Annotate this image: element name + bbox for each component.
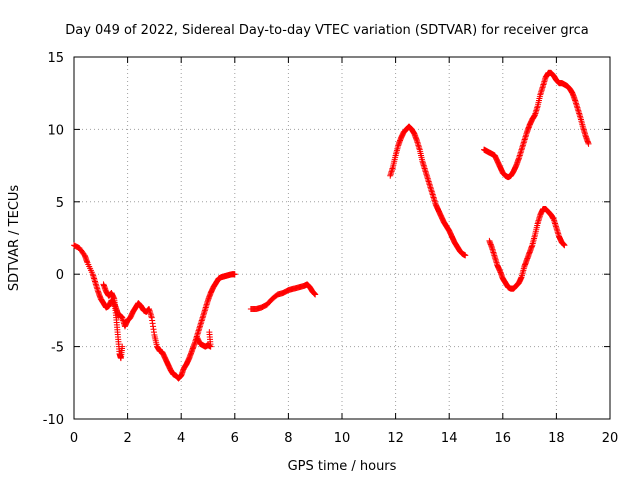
x-tick-label: 10: [334, 431, 351, 446]
x-tick-label: 20: [602, 431, 619, 446]
data-point: [312, 291, 319, 298]
y-tick-label: -5: [51, 341, 64, 356]
data-point: [585, 140, 592, 147]
series-arc-4b: [486, 206, 568, 292]
series-arc-4a: [481, 69, 592, 181]
x-tick-label: 14: [441, 431, 458, 446]
grid: [74, 57, 610, 419]
x-tick-label: 4: [177, 431, 185, 446]
series-arc-1d: [194, 329, 214, 350]
data-point: [462, 252, 469, 259]
series-arc-2: [247, 281, 319, 312]
y-tick-label: 5: [56, 196, 64, 211]
data-point: [561, 242, 568, 249]
series-arc-3: [387, 123, 469, 259]
series-arc-1c: [116, 271, 238, 382]
data-point: [119, 343, 126, 350]
y-tick-label: 0: [56, 268, 64, 283]
data-point: [231, 271, 238, 278]
chart-title: Day 049 of 2022, Sidereal Day-to-day VTE…: [65, 23, 589, 38]
y-tick-label: 15: [47, 51, 64, 66]
y-tick-labels: -10 -5 0 5 10 15: [43, 51, 64, 428]
data-point: [206, 329, 213, 336]
axis-ticks: [73, 56, 611, 420]
x-tick-labels: 0 2 4 6 8 10 12 14 16 18 20: [70, 431, 618, 446]
x-tick-label: 2: [123, 431, 131, 446]
y-tick-label: -10: [43, 413, 64, 428]
data-series: [71, 69, 592, 382]
x-tick-label: 12: [387, 431, 404, 446]
series-arc-1b: [100, 281, 126, 362]
x-tick-label: 18: [548, 431, 565, 446]
x-tick-label: 8: [284, 431, 292, 446]
y-axis-label: SDTVAR / TECUs: [7, 185, 22, 292]
series-arc-1a: [71, 242, 122, 320]
x-tick-label: 0: [70, 431, 78, 446]
x-axis-label: GPS time / hours: [288, 459, 397, 474]
x-tick-label: 6: [231, 431, 239, 446]
y-tick-label: 10: [47, 123, 64, 138]
x-tick-label: 16: [495, 431, 512, 446]
